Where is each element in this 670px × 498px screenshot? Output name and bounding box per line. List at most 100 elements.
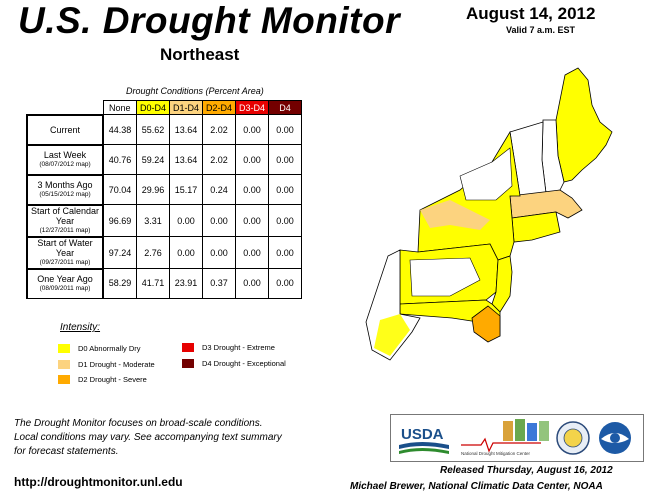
release-date: Released Thursday, August 16, 2012 [440,465,613,476]
disclaimer-line-3: for forecast statements. [14,446,119,457]
table-cell: 2.76 [136,236,170,269]
commerce-seal [556,421,590,455]
table-cell: 0.00 [268,236,302,269]
table-cell: 0.00 [202,236,236,269]
disclaimer-line-1: The Drought Monitor focuses on broad-sca… [14,418,263,429]
region-title: Northeast [160,45,240,64]
white-area-pa [409,257,481,297]
table-row: 3 Months Ago (05/15/2012 map) 70.04 29.96 15… [26,173,302,205]
row-label-map-date: (08/07/2012 map) [39,160,91,168]
disclaimer: The Drought Monitor focuses on broad-sca… [14,417,344,459]
table-cell: 23.91 [169,268,203,299]
state-new-jersey [491,255,513,313]
noaa-logo [599,422,631,454]
table-cell: 0.00 [235,114,269,145]
row-label-map-date: (08/09/2011 map) [39,284,91,292]
table-corner [27,101,103,115]
valid-time: Valid 7 a.m. EST [506,25,576,35]
table-cell: 0.00 [268,174,302,205]
table-header-row: None D0-D4 D1-D4 D2-D4 D3-D4 D4 [27,100,302,115]
row-label-text: One Year Ago [37,273,93,284]
table-cell: 2.02 [202,114,236,145]
table-cell: 41.71 [136,268,170,299]
table-cell: 3.31 [136,204,170,237]
d2-area-delmarva [471,305,501,343]
table-caption: Drought Conditions (Percent Area) [126,86,264,96]
row-label-text: Start of Water Year [37,237,93,258]
legend-label-d1: D1 Drought - Moderate [78,360,155,369]
legend-swatch-d3 [182,343,194,352]
table-cell: 0.37 [202,268,236,299]
table-cell: 0.00 [268,114,302,145]
row-label: One Year Ago (08/09/2011 map) [26,267,104,299]
table-cell: 0.00 [235,236,269,269]
row-label: Last Week (08/07/2012 map) [26,143,104,175]
table-cell: 0.00 [235,204,269,237]
legend-label-d0: D0 Abnormally Dry [78,344,141,353]
legend-swatch-d4 [182,359,194,368]
website-link[interactable]: http://droughtmonitor.unl.edu [14,475,183,489]
table-row: One Year Ago (08/09/2011 map) 58.29 41.71 23… [26,267,302,299]
usda-logo: USDA [399,426,449,454]
table-cell: 55.62 [136,114,170,145]
d1-area-western-ny [420,200,490,230]
table-cell: 0.00 [235,174,269,205]
table-cell: 15.17 [169,174,203,205]
table-cell: 44.38 [102,114,137,145]
table-cell: 0.24 [202,174,236,205]
table-row: Current 44.38 55.62 13.64 2.02 0.00 0.00 [26,113,302,145]
legend-label-d3: D3 Drought - Extreme [202,343,275,352]
ndmc-logo: National Drought Mitigation Center [461,419,549,456]
table-cell: 96.69 [102,204,137,237]
table-cell: 0.00 [268,268,302,299]
legend-swatch-d0 [58,344,70,353]
table-cell: 58.29 [102,268,137,299]
row-label-map-date: (05/15/2012 map) [39,190,91,198]
column-header-none: None [102,100,137,115]
column-header-d1-d4: D1-D4 [169,100,203,115]
table-cell: 13.64 [169,114,203,145]
row-label: Start of Water Year (09/27/2011 map) [26,235,104,269]
row-label-text: Start of Calendar Year [30,205,100,226]
northeast-drought-map [365,67,613,361]
partner-logos: USDA National Drought Mitigation Center [390,414,644,462]
table-cell: 0.00 [202,204,236,237]
table-row: Start of Water Year (09/27/2011 map) 97.24… [26,235,302,269]
column-header-d0-d4: D0-D4 [136,100,170,115]
row-label: Current [26,113,104,145]
white-area-wv [374,314,410,356]
legend-swatch-d2 [58,375,70,384]
table-cell: 0.00 [169,204,203,237]
table-cell: 0.00 [235,268,269,299]
drought-conditions-table: None D0-D4 D1-D4 D2-D4 D3-D4 D4 Current 4… [26,100,302,299]
usda-wordmark: USDA [401,426,444,443]
disclaimer-line-2: Local conditions may vary. See accompany… [14,432,282,443]
page-title: U.S. Drought Monitor [18,0,400,41]
author-credit: Michael Brewer, National Climatic Data C… [350,481,603,492]
white-area-ny [459,147,513,201]
table-cell: 0.00 [169,236,203,269]
table-cell: 59.24 [136,144,170,175]
legend-label-d2: D2 Drought - Severe [78,375,147,384]
row-label-text: Current [49,124,80,135]
row-label-text: Last Week [43,149,87,160]
table-cell: 2.02 [202,144,236,175]
row-label: Start of Calendar Year (12/27/2011 map) [26,203,104,237]
logo-strip: USDA National Drought Mitigation Center [399,419,631,456]
legend-swatch-d1 [58,360,70,369]
table-cell: 0.00 [268,204,302,237]
table-cell: 13.64 [169,144,203,175]
column-header-d2-d4: D2-D4 [202,100,236,115]
table-cell: 0.00 [268,144,302,175]
table-row: Last Week (08/07/2012 map) 40.76 59.24 13.64… [26,143,302,175]
map-date: August 14, 2012 [466,4,596,23]
legend-title: Intensity: [60,322,101,333]
legend-label-d4: D4 Drought - Exceptional [202,359,286,368]
table-cell: 97.24 [102,236,137,269]
column-header-d3-d4: D3-D4 [235,100,269,115]
table-cell: 29.96 [136,174,170,205]
row-label-map-date: (09/27/2011 map) [39,258,91,266]
row-label: 3 Months Ago (05/15/2012 map) [26,173,104,205]
table-row: Start of Calendar Year (12/27/2011 map) 96… [26,203,302,237]
column-header-d4: D4 [268,100,302,115]
